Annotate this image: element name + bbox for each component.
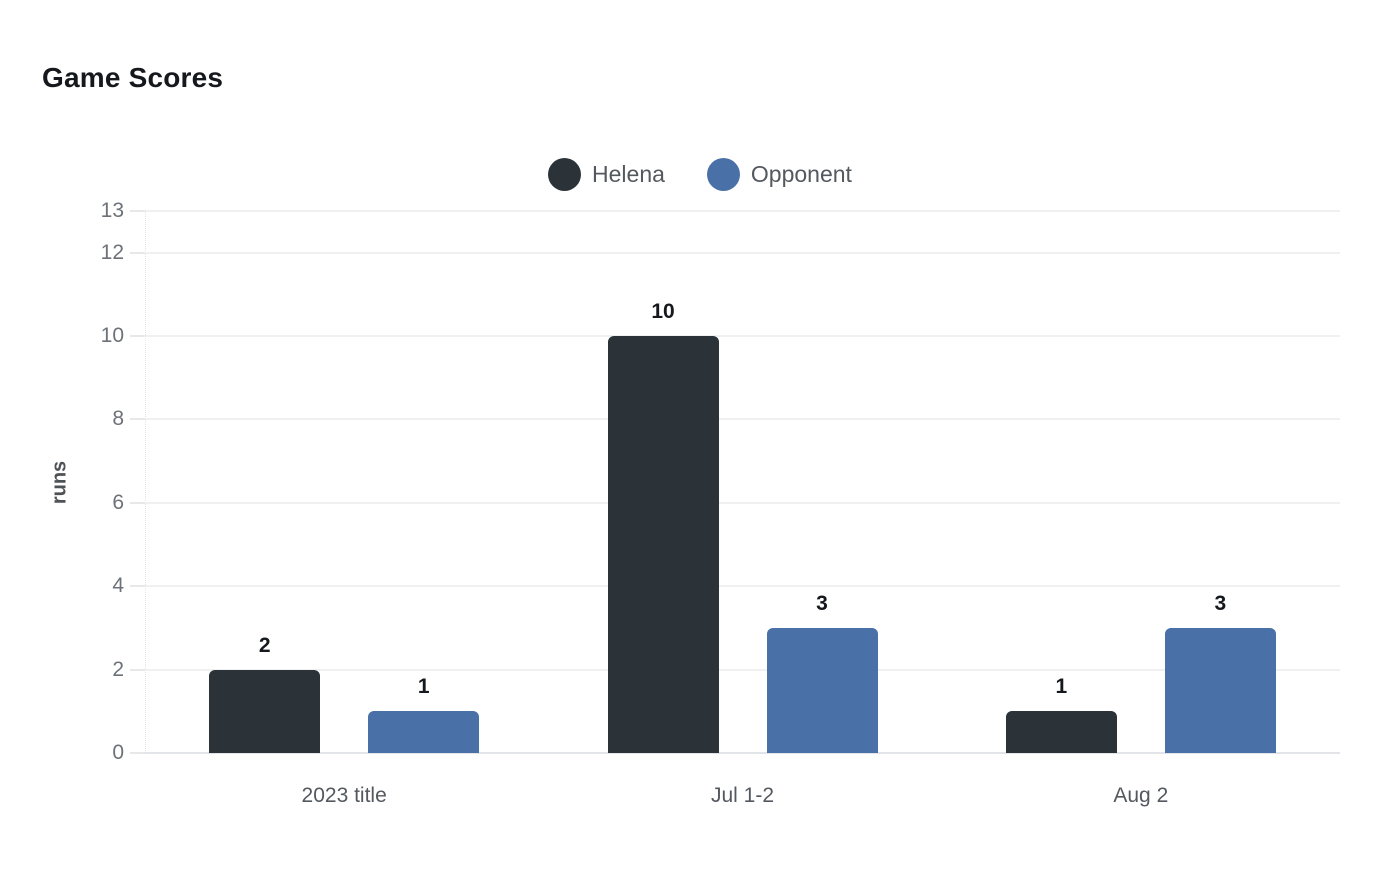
bar-helena-1[interactable]: [607, 336, 719, 753]
helena-series-swatch-icon: [548, 158, 582, 191]
gridline-8: [145, 418, 1340, 421]
bar-value-opponent-0: 1: [417, 675, 430, 699]
x-axis-label-1: Jul 1-2: [710, 784, 775, 807]
bar-opponent-1[interactable]: [766, 627, 878, 753]
gridline-0: [145, 752, 1340, 754]
y-tick-mark-2: [130, 668, 145, 671]
gridline-2: [145, 668, 1340, 671]
y-tick-label-4: 4: [112, 574, 124, 598]
y-axis-line: [145, 211, 146, 753]
legend-label-helena: Helena: [592, 161, 665, 187]
bar-value-opponent-2: 3: [1214, 591, 1227, 615]
y-tick-label-6: 6: [112, 490, 124, 514]
gridline-4: [145, 585, 1340, 588]
legend-item-opponent[interactable]: Opponent: [706, 158, 852, 191]
y-tick-label-10: 10: [100, 324, 124, 348]
x-axis-label-0: 2023 title: [301, 784, 387, 807]
legend-label-opponent: Opponent: [750, 161, 852, 187]
y-tick-mark-4: [130, 585, 145, 588]
bar-value-helena-0: 2: [258, 633, 271, 657]
y-tick-label-13: 13: [100, 199, 124, 222]
bar-opponent-2[interactable]: [1164, 627, 1276, 753]
opponent-series-swatch-icon: [706, 158, 740, 191]
y-tick-label-0: 0: [112, 741, 124, 764]
bar-helena-0[interactable]: [209, 669, 321, 753]
y-tick-label-12: 12: [100, 240, 124, 264]
x-axis-label-2: Aug 2: [1113, 784, 1169, 807]
bar-value-opponent-1: 3: [816, 591, 828, 615]
y-tick-mark-13: [130, 210, 145, 212]
y-tick-mark-0: [130, 752, 145, 754]
bar-value-helena-1: 10: [651, 300, 675, 324]
legend-item-helena[interactable]: Helena: [548, 158, 665, 191]
chart-title: Game Scores: [42, 62, 224, 93]
y-tick-mark-10: [130, 335, 145, 338]
y-tick-label-2: 2: [112, 657, 124, 681]
y-tick-mark-12: [130, 251, 145, 254]
gridline-12: [145, 251, 1340, 254]
gridline-10: [145, 335, 1340, 338]
gridline-13: [145, 210, 1340, 212]
bar-helena-2[interactable]: [1005, 711, 1117, 753]
y-tick-label-8: 8: [112, 407, 124, 431]
legend: Helena Opponent: [0, 158, 1400, 191]
gridline-6: [145, 501, 1340, 504]
bar-value-helena-2: 1: [1055, 675, 1068, 699]
y-tick-mark-8: [130, 418, 145, 421]
y-tick-mark-6: [130, 501, 145, 504]
bar-opponent-0[interactable]: [368, 711, 480, 753]
